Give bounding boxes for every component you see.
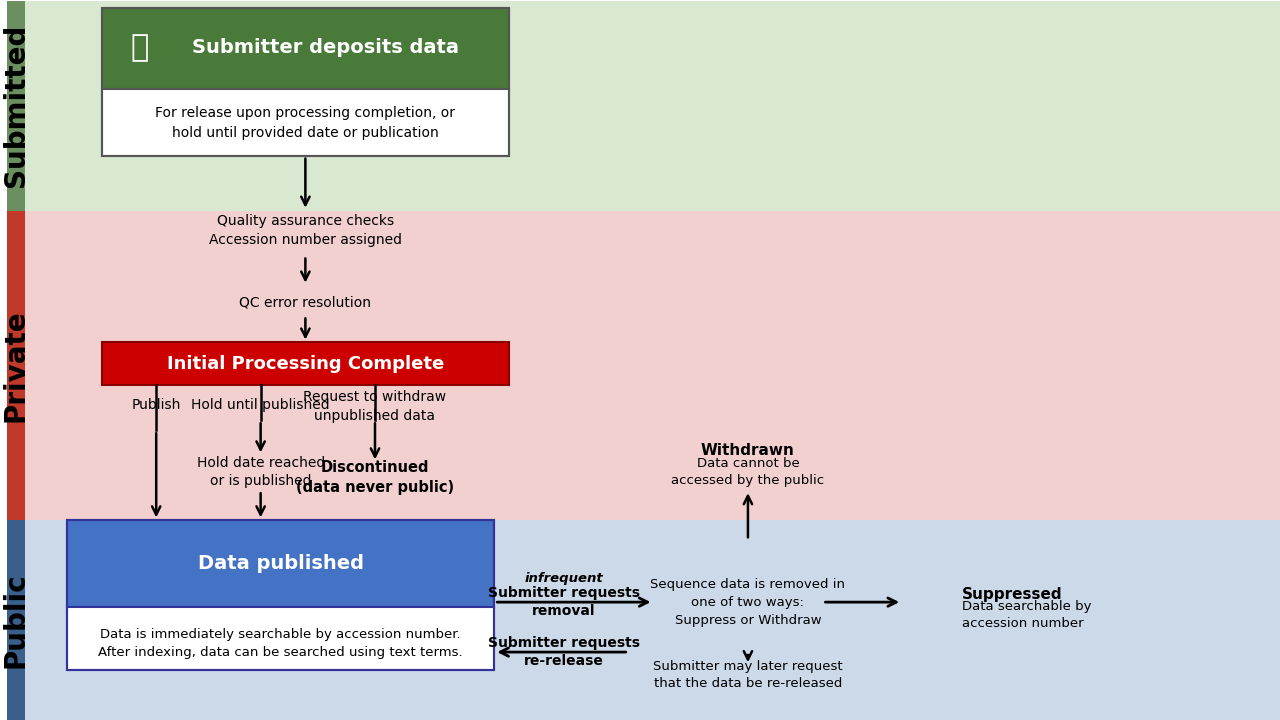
FancyBboxPatch shape (6, 521, 24, 720)
Text: Data cannot be
accessed by the public: Data cannot be accessed by the public (672, 457, 824, 487)
Text: Publish: Publish (132, 398, 180, 413)
FancyBboxPatch shape (101, 343, 509, 385)
Text: QC error resolution: QC error resolution (239, 295, 371, 310)
FancyBboxPatch shape (67, 521, 494, 607)
Text: Data published: Data published (197, 554, 364, 573)
Text: Public: Public (3, 572, 29, 668)
FancyBboxPatch shape (101, 8, 509, 89)
FancyBboxPatch shape (6, 1, 24, 210)
Text: Submitter may later request
that the data be re-released: Submitter may later request that the dat… (653, 660, 842, 690)
FancyBboxPatch shape (6, 210, 1280, 521)
Text: Hold until published: Hold until published (191, 398, 330, 413)
FancyBboxPatch shape (6, 1, 1280, 210)
Text: For release upon processing completion, or
hold until provided date or publicati: For release upon processing completion, … (155, 106, 456, 140)
Text: Submitter requests
removal: Submitter requests removal (488, 586, 640, 618)
Text: Request to withdraw
unpublished data: Request to withdraw unpublished data (303, 390, 447, 423)
FancyBboxPatch shape (101, 89, 509, 156)
Text: Private: Private (3, 309, 29, 422)
Text: Discontinued
(data never public): Discontinued (data never public) (296, 460, 454, 495)
Text: Submitter requests
re-release: Submitter requests re-release (488, 636, 640, 668)
Text: Submitted: Submitted (3, 24, 29, 187)
FancyBboxPatch shape (67, 607, 494, 670)
Text: 👥: 👥 (131, 33, 148, 62)
Text: Withdrawn: Withdrawn (701, 443, 795, 458)
Text: infrequent: infrequent (525, 572, 603, 585)
Text: Sequence data is removed in
one of two ways:
Suppress or Withdraw: Sequence data is removed in one of two w… (650, 577, 845, 626)
Text: Suppressed: Suppressed (961, 587, 1062, 602)
FancyBboxPatch shape (6, 521, 1280, 720)
Text: Data searchable by
accession number: Data searchable by accession number (961, 600, 1092, 630)
Text: Submitter deposits data: Submitter deposits data (192, 38, 460, 58)
Text: Quality assurance checks
Accession number assigned: Quality assurance checks Accession numbe… (209, 214, 402, 247)
FancyBboxPatch shape (6, 210, 24, 521)
Text: Data is immediately searchable by accession number.
After indexing, data can be : Data is immediately searchable by access… (99, 628, 463, 659)
Text: Initial Processing Complete: Initial Processing Complete (166, 356, 444, 374)
Text: Hold date reached
or is published: Hold date reached or is published (197, 456, 325, 488)
